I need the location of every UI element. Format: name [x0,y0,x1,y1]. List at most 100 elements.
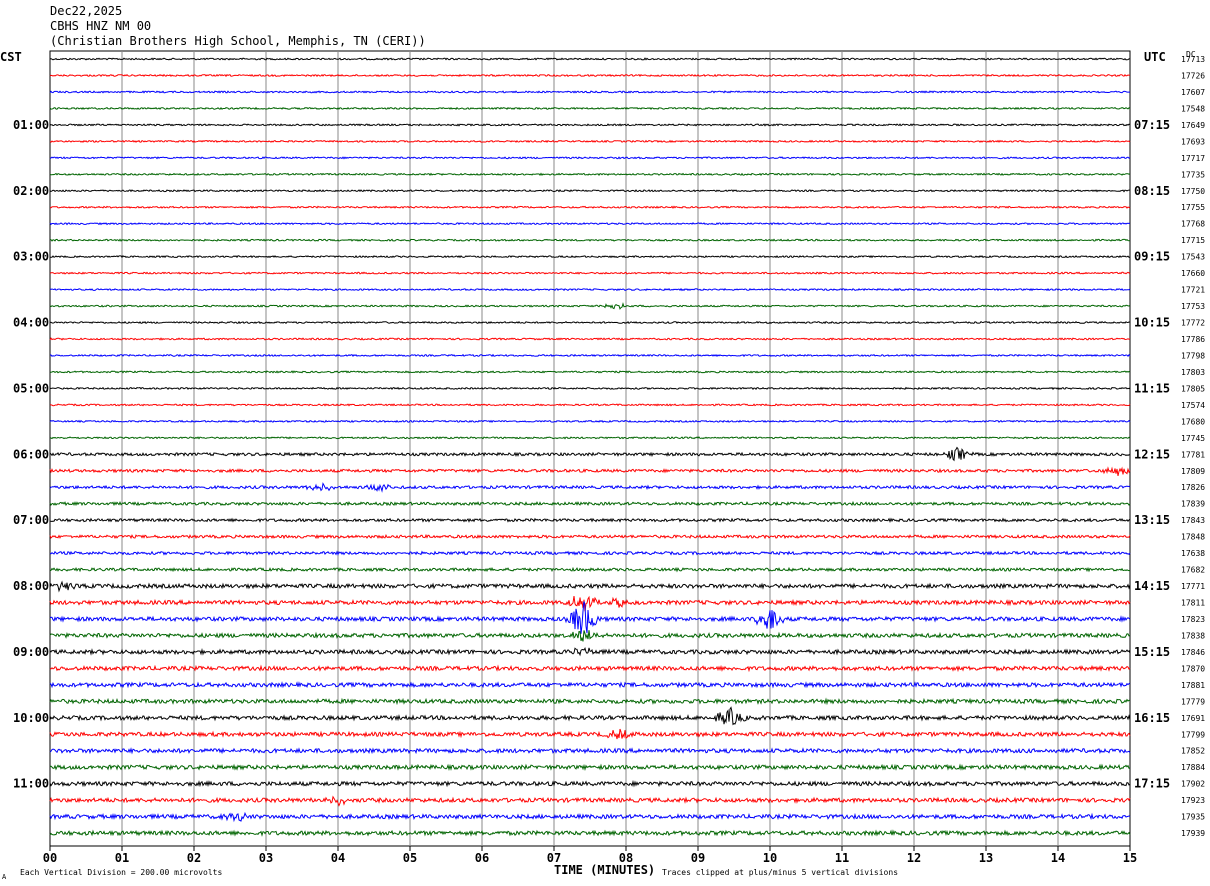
dc-label: DC [1186,50,1196,59]
dc-offset-label: 17803 [1181,368,1205,377]
trace-line [49,57,1131,61]
utc-hour-label: 12:15 [1134,447,1170,461]
dc-offset-label: 17638 [1181,549,1205,558]
trace-line [49,353,1131,358]
dc-offset-label: 17715 [1181,236,1205,245]
dc-offset-label: 17713 [1181,55,1205,64]
dc-offset-label: 17750 [1181,187,1205,196]
trace-line [49,90,1130,94]
trace-line [49,419,1131,424]
dc-offset-label: 17839 [1181,500,1205,509]
cst-hour-label: 11:00 [13,777,49,791]
trace-line [49,728,1131,740]
cst-hour-label: 03:00 [13,250,49,264]
cst-hour-label: 07:00 [13,513,49,527]
utc-hour-label: 15:15 [1134,645,1170,659]
dc-offset-label: 17574 [1181,401,1205,410]
utc-hour-label: 08:15 [1134,184,1170,198]
dc-offset-label: 17786 [1181,335,1205,344]
dc-offset-label: 17798 [1181,351,1205,360]
dc-offset-label: 17881 [1181,681,1205,690]
x-tick-label: 08 [619,851,633,865]
dc-offset-labels: 17713 17726 17607 17548 17649 17693 17717 17735… [1181,55,1205,838]
x-tick-label: 06 [475,851,489,865]
dc-offset-label: 17682 [1181,566,1205,575]
utc-hour-label: 09:15 [1134,250,1170,264]
dc-offset-label: 17884 [1181,763,1205,772]
trace-line [49,123,1131,127]
trace-line [49,139,1131,143]
dc-offset-label: 17838 [1181,631,1205,640]
x-tick-label: 09 [691,851,705,865]
trace-line [49,73,1131,78]
trace-line [49,302,1131,310]
dc-offset-label: 17772 [1181,319,1205,328]
trace-line [49,271,1131,275]
cst-hour-label: 10:00 [13,711,49,725]
dc-offset-label: 17811 [1181,599,1205,608]
trace-line [49,446,1131,462]
trace-line [49,697,1131,706]
trace-line [49,550,1131,556]
trace-line [49,533,1131,540]
dc-offset-label: 17548 [1181,104,1205,113]
trace-line [49,482,1131,493]
utc-time-labels: 07:15 08:15 09:15 10:15 11:15 12:15 13:15 14:15… [1134,118,1170,791]
dc-offset-label: 17691 [1181,714,1205,723]
trace-line [49,517,1131,523]
dc-offset-label: 17717 [1181,154,1205,163]
x-tick-label: 07 [547,851,561,865]
dc-offset-label: 17852 [1181,747,1205,756]
header-date: Dec22,2025 [50,4,123,18]
dc-offset-label: 17693 [1181,137,1205,146]
dc-offset-label: 17870 [1181,664,1205,673]
cst-label: CST [0,50,22,64]
trace-line [49,811,1131,823]
dc-offset-label: 17846 [1181,648,1205,657]
seismic-traces [49,57,1131,837]
dc-offset-label: 17799 [1181,730,1205,739]
cst-hour-label: 06:00 [13,447,49,461]
utc-hour-label: 11:15 [1134,381,1170,395]
trace-line [49,320,1130,325]
cst-hour-label: 04:00 [13,316,49,330]
trace-line [49,595,1131,612]
cst-hour-label: 01:00 [13,118,49,132]
trace-line [49,106,1131,111]
cst-time-labels: 01:00 02:00 03:00 04:00 05:00 06:00 07:00 08:00… [13,118,49,791]
dc-offset-label: 17935 [1181,813,1205,822]
x-tick-label: 04 [331,851,345,865]
trace-line [49,172,1131,176]
dc-offset-label: 17902 [1181,780,1205,789]
grid-lines [49,50,1131,851]
header-station: CBHS HNZ NM 00 [50,19,152,33]
trace-line [49,403,1131,407]
dc-offset-label: 17848 [1181,533,1205,542]
dc-offset-label: 17726 [1181,71,1205,80]
cst-hour-label: 02:00 [13,184,49,198]
plot-frame [49,50,1131,847]
trace-line [49,156,1131,160]
trace-line [49,436,1131,440]
trace-line [49,466,1131,477]
trace-line [49,630,1131,642]
trace-line [49,566,1131,573]
dc-offset-label: 17768 [1181,220,1205,229]
trace-line [49,681,1131,689]
dc-offset-label: 17809 [1181,467,1205,476]
dc-offset-label: 17721 [1181,286,1205,295]
x-axis-title: TIME (MINUTES) [554,863,655,877]
trace-line [49,779,1131,788]
x-tick-label: 00 [43,851,57,865]
x-tick-label: 01 [115,851,129,865]
x-tick-label: 03 [259,851,273,865]
x-tick-label: 05 [403,851,417,865]
header-location: (Christian Brothers High School, Memphis… [50,34,426,48]
dc-offset-label: 17781 [1181,450,1205,459]
trace-line [49,337,1131,341]
cst-hour-label: 05:00 [13,381,49,395]
trace-line [49,238,1131,242]
trace-line [49,795,1131,807]
utc-hour-label: 14:15 [1134,579,1170,593]
